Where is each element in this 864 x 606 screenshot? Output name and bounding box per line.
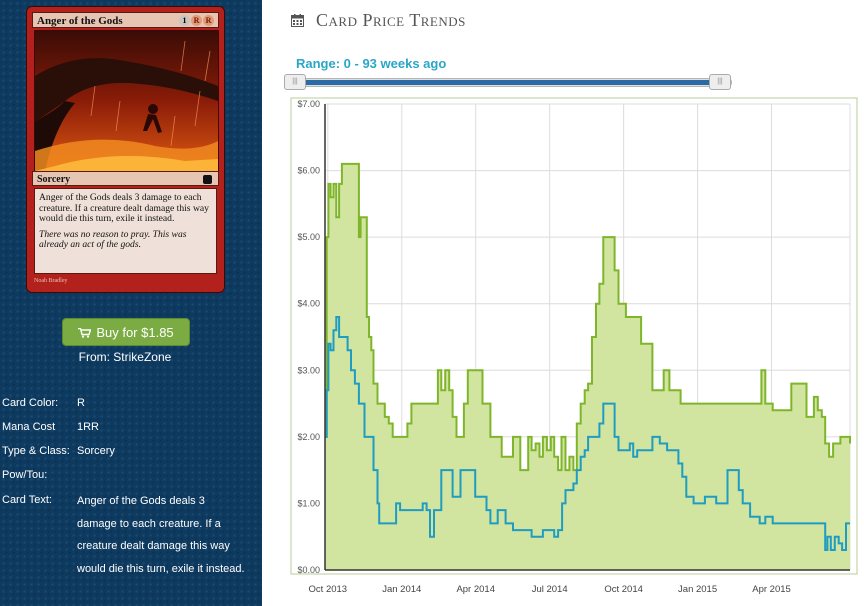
card-name: Anger of the Gods [37, 15, 123, 27]
card-type: Sorcery [37, 174, 71, 185]
x-tick-label: Apr 2015 [752, 584, 791, 595]
range-slider-fill [294, 80, 720, 85]
buy-button-label: Buy for $1.85 [96, 325, 174, 340]
page-title: Card Price Trends [316, 10, 466, 30]
mana-symbol-red: R [191, 15, 202, 26]
range-slider-handle-min[interactable]: ||| [284, 74, 306, 90]
card-title-bar: Anger of the Gods 1 R R [32, 12, 219, 28]
y-tick-label: $0.00 [297, 565, 320, 575]
y-tick-label: $7.00 [297, 99, 320, 109]
range-slider-handle-max[interactable]: ||| [709, 74, 731, 90]
attr-mana-value: 1RR [77, 421, 100, 433]
y-tick-label: $5.00 [297, 232, 320, 242]
x-tick-label: Oct 2014 [604, 584, 643, 595]
range-label: Range: 0 - 93 weeks ago [296, 56, 447, 71]
x-tick-label: Oct 2013 [309, 584, 348, 595]
seller-label: From: StrikeZone [78, 350, 172, 364]
card-type-line: Sorcery [32, 171, 219, 186]
series-line-online [325, 316, 850, 551]
attr-color-label: Card Color: [2, 397, 59, 409]
x-axis-labels: Oct 2013 Jan 2014 Apr 2014 Jul 2014 Oct 2014… [309, 584, 791, 595]
section-header: Card Price Trends [291, 10, 466, 31]
attr-mana-label: Mana Cost [2, 421, 56, 433]
x-tick-label: Apr 2014 [456, 584, 495, 595]
y-tick-label: $1.00 [297, 498, 320, 508]
x-tick-label: Jan 2014 [382, 584, 421, 595]
set-symbol-icon [203, 175, 212, 184]
sidebar: Anger of the Gods 1 R R [0, 0, 262, 606]
attr-color-value: R [77, 397, 85, 409]
series-area-paper [325, 163, 850, 570]
y-tick-label: $6.00 [297, 166, 320, 176]
mana-cost-symbols: 1 R R [179, 15, 214, 26]
card-rules-text: Anger of the Gods deals 3 damage to each… [39, 192, 209, 225]
attr-text-value: Anger of the Gods deals 3 damage to each… [77, 495, 245, 575]
attr-type-label: Type & Class: [2, 445, 70, 457]
chart-series [325, 162, 851, 570]
card-flavor-text: There was no reason to pray. This was al… [39, 228, 187, 251]
series-line-paper [325, 162, 851, 472]
calendar-icon [291, 14, 304, 27]
x-tick-label: Jul 2014 [532, 584, 568, 595]
y-tick-label: $3.00 [297, 365, 320, 375]
mana-symbol-generic: 1 [179, 15, 190, 26]
x-tick-label: Jan 2015 [678, 584, 717, 595]
buy-button[interactable]: Buy for $1.85 [62, 318, 190, 346]
artwork-illustration [35, 31, 218, 171]
attr-type-value: Sorcery [77, 445, 115, 457]
card-text-box: Anger of the Gods deals 3 damage to each… [34, 188, 217, 274]
price-chart: $0.00 $1.00 $2.00 $3.00 $4.00 $5.00 $6.00 $7.00… [290, 97, 858, 595]
card-artwork [34, 30, 219, 172]
card-artist: Noah Bradley [34, 278, 68, 284]
shopping-cart-icon [78, 328, 92, 338]
y-axis-labels: $0.00 $1.00 $2.00 $3.00 $4.00 $5.00 $6.00 $7.00 [297, 99, 320, 575]
y-tick-label: $2.00 [297, 432, 320, 442]
y-tick-label: $4.00 [297, 299, 320, 309]
attr-powtou-label: Pow/Tou: [2, 469, 48, 481]
mana-symbol-red: R [203, 15, 214, 26]
attr-text-label: Card Text: [2, 494, 52, 506]
card-image: Anger of the Gods 1 R R [26, 6, 225, 293]
